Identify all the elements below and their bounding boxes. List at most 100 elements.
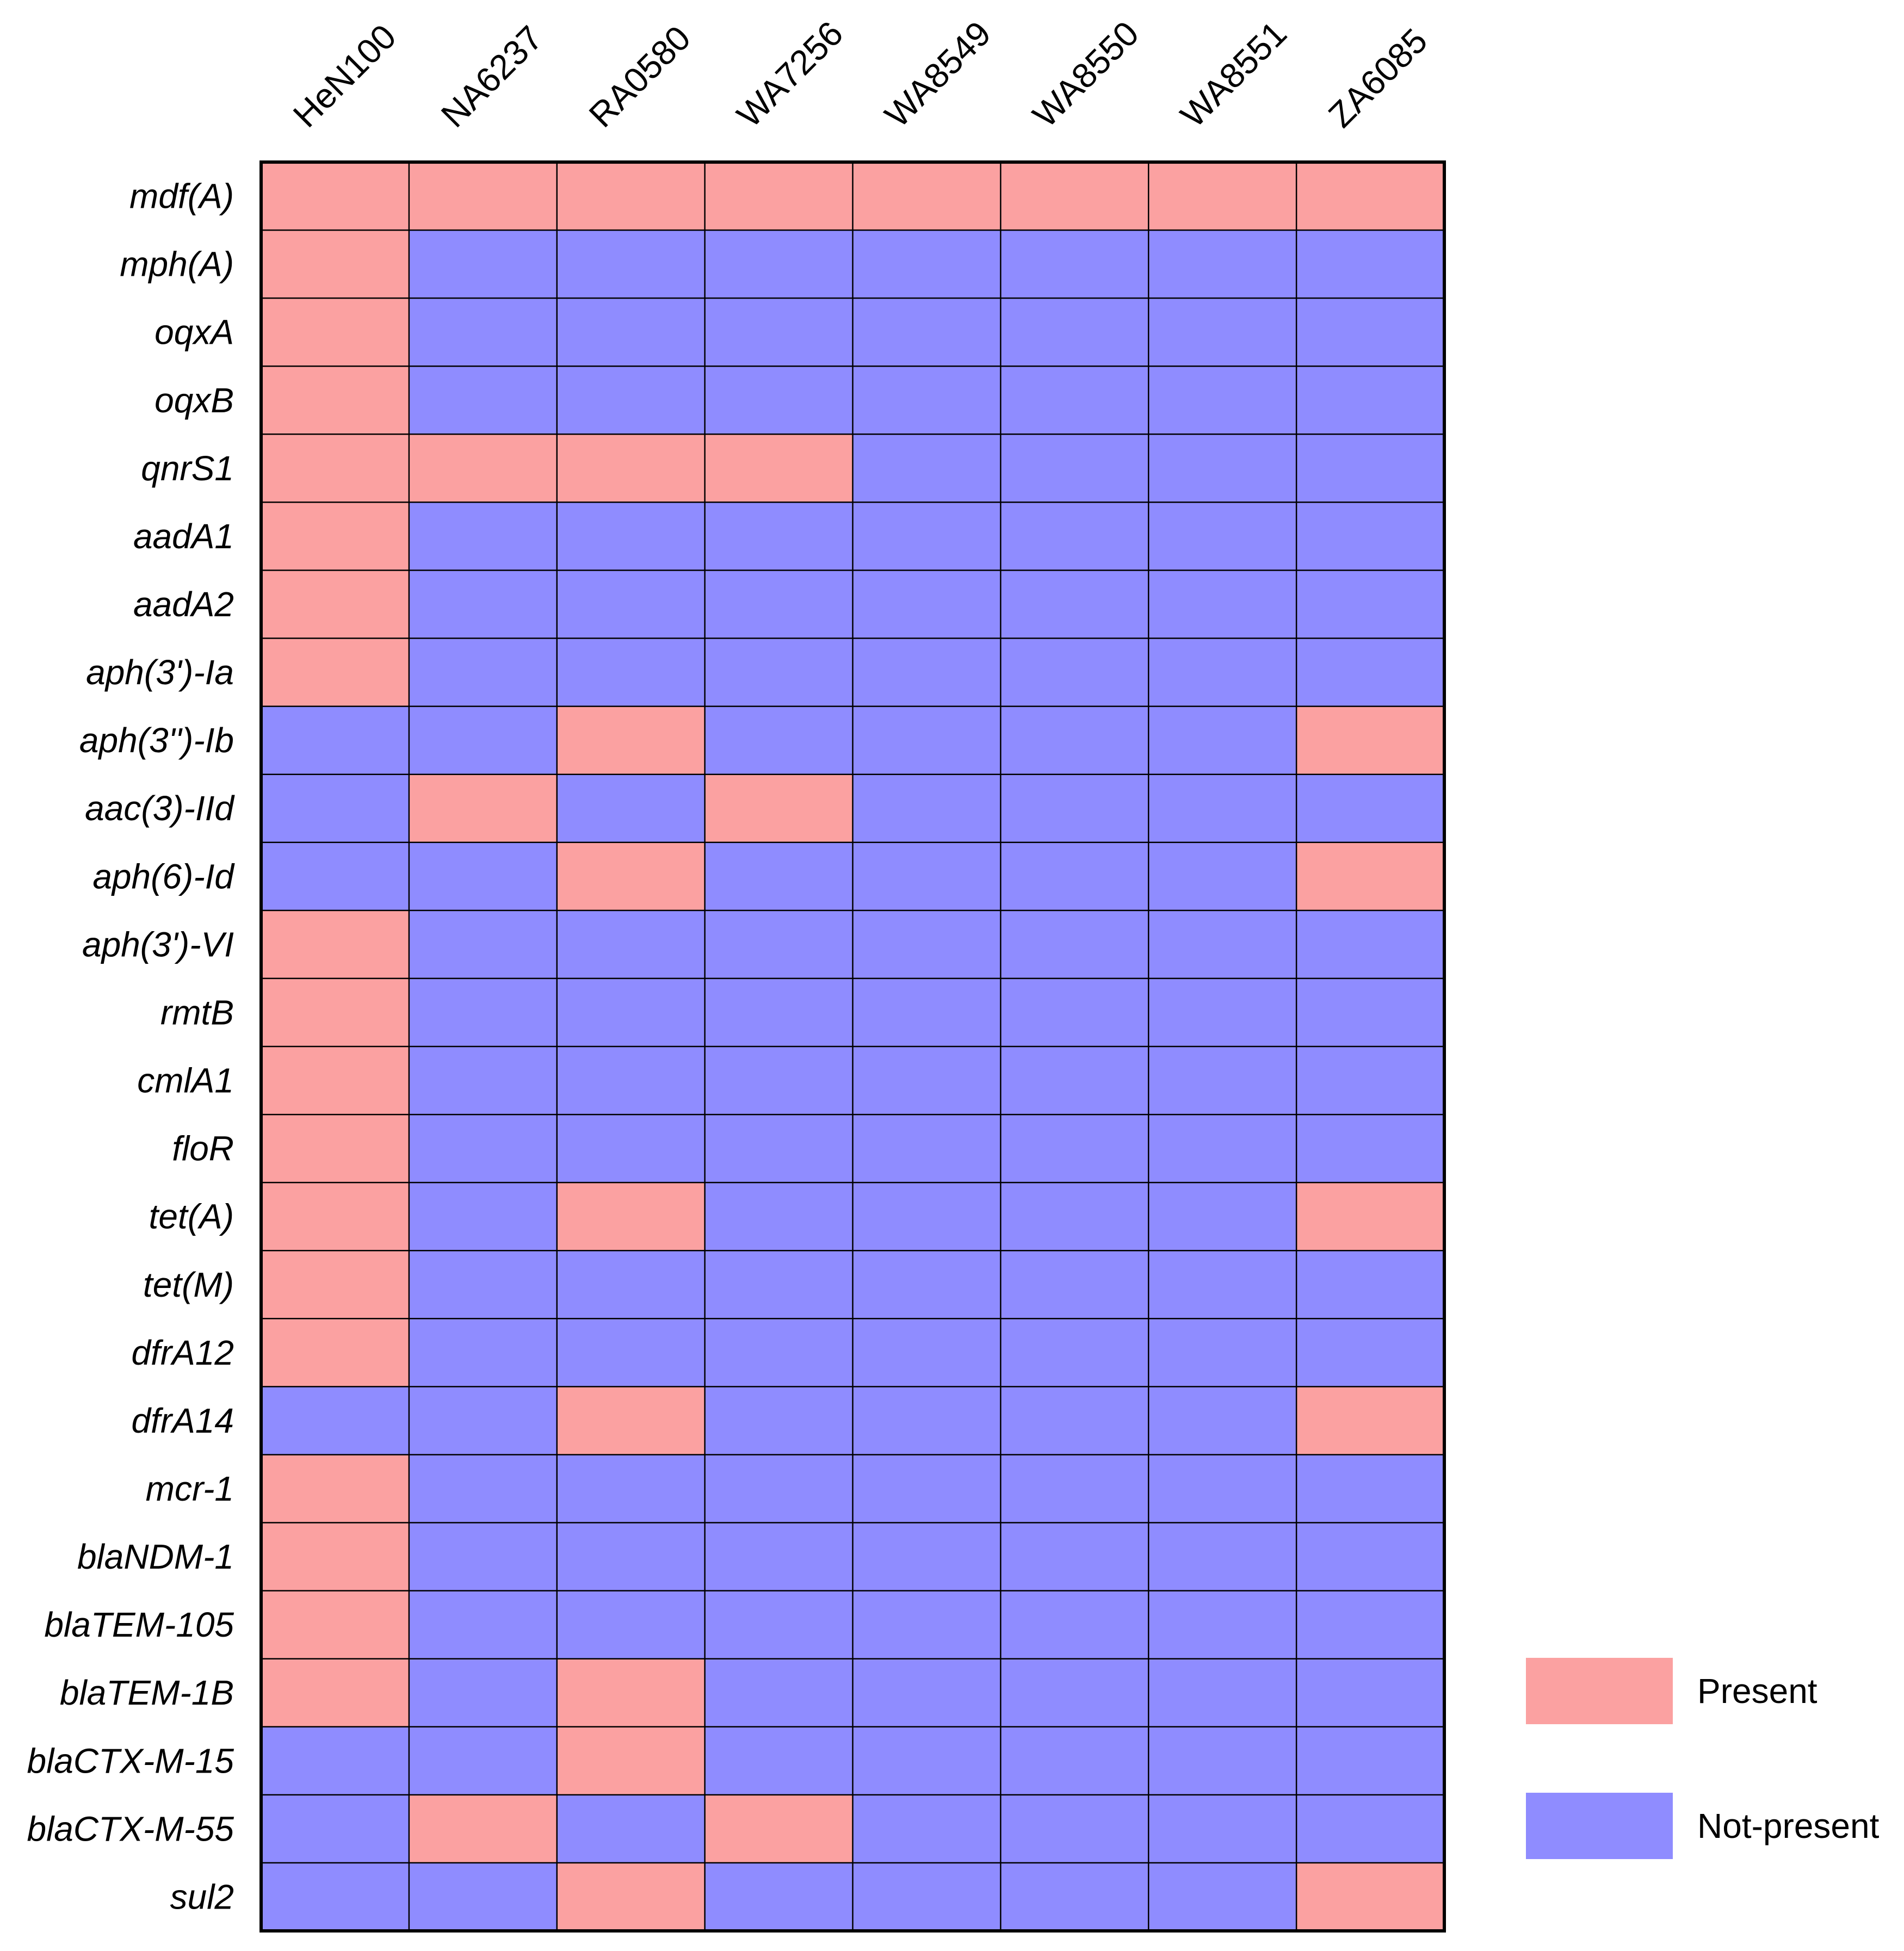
- row-label: tet(A): [149, 1197, 234, 1236]
- heatmap-cell: [852, 1386, 1001, 1455]
- heatmap-cell: [557, 1726, 705, 1795]
- heatmap-cell: [1000, 1522, 1149, 1591]
- row-label: mph(A): [120, 245, 234, 284]
- heatmap-cell: [1000, 1726, 1149, 1795]
- heatmap-cell: [557, 1454, 705, 1523]
- heatmap-cell: [1148, 1386, 1297, 1455]
- heatmap-cell: [1000, 1862, 1149, 1931]
- heatmap-cell: [557, 1658, 705, 1727]
- heatmap-cell: [1000, 842, 1149, 911]
- heatmap-cell: [852, 842, 1001, 911]
- heatmap-cell: [852, 1522, 1001, 1591]
- heatmap-cell: [852, 1794, 1001, 1863]
- heatmap-cell: [1148, 1250, 1297, 1319]
- heatmap-cell: [1000, 1386, 1149, 1455]
- heatmap-cell: [1296, 1182, 1444, 1251]
- heatmap-cell: [409, 1522, 557, 1591]
- row-label: blaNDM-1: [77, 1537, 234, 1576]
- heatmap-cell: [852, 638, 1001, 707]
- row-labels: mdf(A) mph(A) oqxA oqxB qnrS1 aadA1 aadA2 aph(3…: [27, 177, 235, 1917]
- heatmap-cell: [1148, 230, 1297, 299]
- heatmap-cell: [557, 1386, 705, 1455]
- heatmap-cell: [261, 230, 409, 299]
- row-label: floR: [172, 1129, 234, 1168]
- heatmap-cell: [704, 434, 853, 503]
- heatmap-cell: [852, 298, 1001, 367]
- heatmap-cell: [1296, 1522, 1444, 1591]
- heatmap-cell: [409, 1454, 557, 1523]
- heatmap-cell: [704, 1250, 853, 1319]
- heatmap-cell: [1296, 706, 1444, 775]
- heatmap-cell: [1296, 1726, 1444, 1795]
- heatmap-cell: [704, 638, 853, 707]
- heatmap-cell: [557, 706, 705, 775]
- heatmap-cell: [557, 1794, 705, 1863]
- row-label: aph(3')-Ia: [86, 653, 234, 692]
- heatmap-cell: [261, 910, 409, 978]
- heatmap-cell: [1000, 1114, 1149, 1183]
- heatmap-cell: [557, 230, 705, 299]
- heatmap-cell: [409, 1658, 557, 1727]
- heatmap-cell: [1000, 1182, 1149, 1251]
- heatmap-cell: [557, 366, 705, 435]
- heatmap-cell: [409, 230, 557, 299]
- row-label: sul2: [170, 1877, 234, 1916]
- row-label: aadA1: [133, 517, 234, 556]
- heatmap-cell: [1296, 1046, 1444, 1115]
- heatmap-cell: [704, 1658, 853, 1727]
- heatmap-cell: [852, 162, 1001, 231]
- row-label: dfrA12: [131, 1333, 234, 1372]
- column-label: WA7256: [730, 14, 851, 135]
- heatmap-cell: [852, 1862, 1001, 1931]
- heatmap-cell: [1296, 1794, 1444, 1863]
- heatmap-cell: [409, 570, 557, 639]
- heatmap-cell: [704, 1046, 853, 1115]
- row-label: blaTEM-1B: [60, 1673, 234, 1712]
- heatmap-cell: [1148, 1522, 1297, 1591]
- heatmap-cell: [852, 570, 1001, 639]
- column-label: NA6237: [434, 18, 550, 134]
- heatmap-cell: [409, 162, 557, 231]
- heatmap-cell: [261, 1454, 409, 1523]
- row-label: oqxB: [154, 381, 234, 420]
- heatmap-cell: [704, 1590, 853, 1659]
- heatmap-cell: [1000, 706, 1149, 775]
- heatmap-cell: [409, 706, 557, 775]
- heatmap-cell: [704, 774, 853, 843]
- heatmap-cell: [557, 638, 705, 707]
- heatmap-cell: [1000, 230, 1149, 299]
- heatmap-cell: [1148, 366, 1297, 435]
- heatmap-cell: [852, 1590, 1001, 1659]
- heatmap-cell: [409, 1250, 557, 1319]
- row-label: aac(3)-IId: [85, 789, 235, 828]
- heatmap-cell: [852, 1658, 1001, 1727]
- heatmap-cell: [261, 1250, 409, 1319]
- heatmap-cell: [261, 1522, 409, 1591]
- heatmap-cell: [1000, 298, 1149, 367]
- heatmap-cell: [1000, 162, 1149, 231]
- heatmap-cell: [1296, 842, 1444, 911]
- heatmap-cell: [1148, 1182, 1297, 1251]
- heatmap-cell: [557, 1046, 705, 1115]
- heatmap-cell: [409, 434, 557, 503]
- heatmap-cell: [704, 1726, 853, 1795]
- heatmap-cell: [1296, 570, 1444, 639]
- heatmap-cell: [261, 1046, 409, 1115]
- heatmap-cell: [1000, 1046, 1149, 1115]
- heatmap-cell: [261, 366, 409, 435]
- heatmap-cell: [261, 298, 409, 367]
- heatmap-cell: [557, 1590, 705, 1659]
- column-label: WA8549: [877, 14, 998, 135]
- heatmap-cell: [1148, 706, 1297, 775]
- heatmap-cell: [1000, 1454, 1149, 1523]
- heatmap-cell: [1296, 774, 1444, 843]
- heatmap-cell: [1296, 638, 1444, 707]
- heatmap-cell: [261, 1794, 409, 1863]
- heatmap-cell: [852, 1318, 1001, 1387]
- heatmap-cell: [409, 502, 557, 571]
- heatmap-cell: [409, 774, 557, 843]
- heatmap-cell: [1148, 978, 1297, 1046]
- heatmap-cell: [409, 1318, 557, 1387]
- heatmap-cell: [261, 978, 409, 1046]
